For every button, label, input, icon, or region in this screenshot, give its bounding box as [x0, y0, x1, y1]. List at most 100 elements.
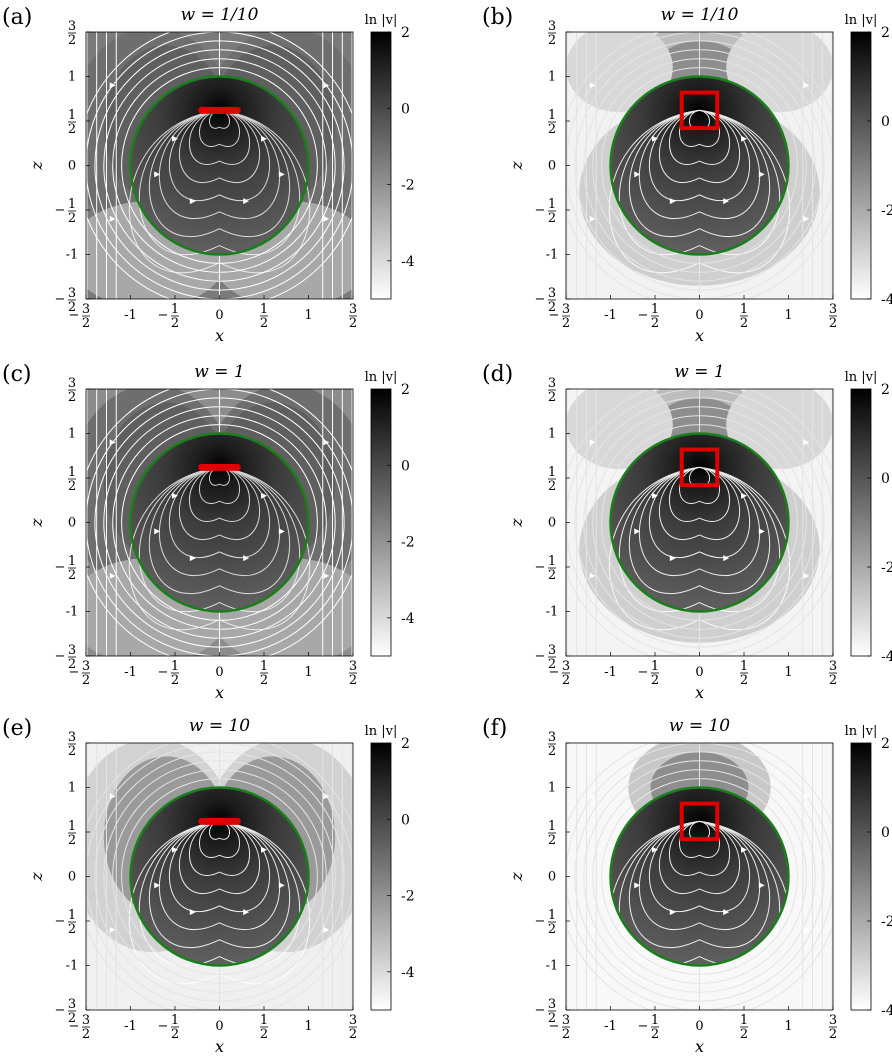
- flow-lobe: [566, 389, 673, 470]
- tick-num: 1: [740, 1013, 748, 1028]
- colorbar-tick-label: -4: [881, 292, 892, 308]
- tick-minus: −: [158, 665, 169, 680]
- tick-label: 12: [548, 108, 556, 137]
- streamline: [188, 466, 220, 522]
- tick-den: 2: [260, 673, 268, 688]
- colorbar: [850, 31, 872, 300]
- streamline: [699, 820, 731, 876]
- tick-num: 3: [82, 1013, 90, 1028]
- tick-minus: −: [69, 665, 80, 680]
- streamline: [699, 820, 771, 948]
- streamline: [219, 466, 251, 522]
- streamline: [219, 109, 291, 237]
- tick-den: 2: [82, 316, 90, 331]
- streamline: [699, 466, 771, 594]
- streamline-arrow: [758, 171, 765, 178]
- panel-title: w = 1: [194, 362, 244, 382]
- streamline-arrow: [589, 439, 596, 446]
- streamline: [648, 466, 700, 559]
- colorbar: [370, 742, 392, 1011]
- streamline-arrow: [758, 882, 765, 889]
- tick-minus: −: [535, 649, 546, 664]
- tick-label: −32: [549, 659, 571, 688]
- tick-label: 1: [784, 308, 792, 323]
- outer-streamlines: [86, 743, 353, 1010]
- tick-label: 0: [695, 1019, 703, 1034]
- streamline: [219, 109, 311, 274]
- tick-label: 0: [695, 308, 703, 323]
- outer-streamlines: [566, 743, 833, 1010]
- tick-label: 12: [68, 819, 76, 848]
- streamline: [638, 466, 700, 576]
- tick-den: 2: [260, 316, 268, 331]
- streamline-arrow: [278, 528, 285, 535]
- y-axis-label: z: [27, 872, 46, 882]
- y-axis-label: z: [507, 518, 526, 528]
- tick-label: 32: [829, 659, 837, 688]
- streamline: [219, 466, 261, 540]
- square-body: [679, 90, 720, 131]
- streamline-arrow: [669, 198, 676, 205]
- y-axis-label: z: [507, 872, 526, 882]
- colorbar-tick-label: 2: [881, 25, 890, 41]
- arrows: [589, 793, 810, 933]
- tick-label: −12: [158, 302, 180, 331]
- tick-den: 2: [349, 1027, 357, 1042]
- tick-label: 0: [695, 665, 703, 680]
- arrows: [589, 82, 810, 222]
- streamline: [219, 109, 251, 165]
- colorbar-label: ln |v|: [365, 724, 398, 739]
- colorbar: [850, 742, 872, 1011]
- colorbar-tick-label: -2: [401, 889, 415, 905]
- tick-label: 0: [548, 159, 556, 174]
- tick-label: 1: [304, 1019, 312, 1034]
- streamline: [148, 820, 220, 948]
- tick-label: 1: [548, 427, 556, 442]
- tick-num: 3: [562, 1013, 570, 1028]
- inner-disk: [610, 76, 789, 255]
- streamline-arrow: [243, 909, 250, 916]
- streamline-arrow: [323, 926, 330, 933]
- tick-den: 2: [548, 122, 556, 137]
- panel-title: w = 1: [674, 362, 724, 382]
- boundary-circle: [129, 75, 310, 256]
- tick-den: 2: [68, 300, 76, 315]
- tick-num: 3: [829, 659, 837, 674]
- tick-num: 3: [82, 659, 90, 674]
- streamline: [628, 109, 700, 237]
- tick-num: 3: [68, 286, 76, 301]
- inner-disk: [130, 787, 309, 966]
- streamline-arrow: [723, 555, 730, 562]
- streamline: [608, 109, 700, 274]
- streamlines: [608, 109, 791, 274]
- tick-num: 3: [68, 376, 76, 391]
- panel-title: w = 1/10: [661, 5, 739, 25]
- tick-minus: −: [69, 308, 80, 323]
- tick-minus: −: [55, 560, 66, 575]
- tick-label: 12: [740, 659, 748, 688]
- tick-den: 2: [548, 744, 556, 759]
- tick-label: 0: [215, 1019, 223, 1034]
- streamline-arrow: [652, 846, 658, 853]
- streamline: [219, 466, 281, 576]
- streamline: [148, 466, 220, 594]
- streamline: [699, 109, 761, 219]
- streamline-arrow: [589, 572, 596, 579]
- tick-minus: −: [158, 308, 169, 323]
- streamline-arrow: [154, 882, 161, 889]
- streamline-arrow: [323, 82, 330, 89]
- colorbar: [850, 388, 872, 657]
- tick-label: 0: [215, 665, 223, 680]
- panel-label: (c): [2, 362, 32, 387]
- streamline: [628, 820, 700, 948]
- tick-num: 3: [548, 643, 556, 658]
- tick-den: 2: [548, 479, 556, 494]
- tick-label: -1: [604, 665, 617, 680]
- streamline-arrow: [109, 215, 116, 222]
- tick-label: −12: [638, 302, 660, 331]
- tick-num: 3: [68, 19, 76, 34]
- tick-den: 2: [68, 744, 76, 759]
- tick-label: 12: [260, 302, 268, 331]
